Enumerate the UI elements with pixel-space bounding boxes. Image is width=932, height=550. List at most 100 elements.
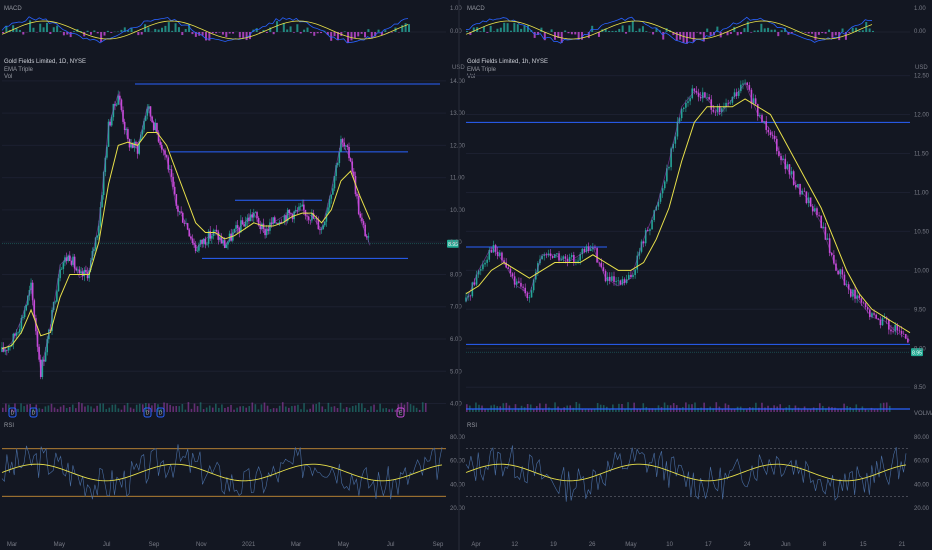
right-volume-bar [806, 409, 809, 412]
left-macd-bar [29, 20, 32, 32]
left-volume-bar [239, 406, 241, 412]
right-candle-body [613, 276, 615, 282]
right-candle-body [636, 255, 639, 270]
right-candle-body [737, 91, 740, 96]
right-candle-body [871, 313, 873, 318]
right-candle-body [615, 281, 617, 282]
right-macd-bar [628, 25, 631, 32]
right-y-tick-label: 9.00 [914, 346, 926, 352]
left-macd-bar [181, 32, 184, 36]
right-candle-body [630, 275, 632, 277]
right-macd-bar [581, 32, 584, 40]
right-candle-body [541, 255, 543, 260]
left-volume-bar [65, 408, 68, 412]
right-candle-body [484, 262, 486, 265]
left-volume-bar [318, 402, 321, 412]
left-macd-bar [262, 29, 265, 32]
right-candle-body [721, 108, 723, 113]
left-volume-bar [327, 402, 330, 412]
left-macd-bar [292, 32, 295, 33]
right-volume-bar [609, 409, 611, 412]
left-macd-bar [154, 28, 157, 32]
left-volume-bar [361, 403, 363, 412]
left-macd-bar [326, 32, 329, 35]
left-level-lines[interactable]: 8.95 [2, 83, 459, 259]
left-candle-body [312, 213, 315, 219]
left-volume-bar [415, 407, 418, 412]
left-candle-body [22, 317, 24, 319]
right-vol-ma-label: MA [926, 411, 932, 417]
right-volume-bar [478, 404, 480, 412]
right-volume-bar [505, 402, 508, 412]
left-volume-marker [8, 407, 17, 418]
right-volume-bar [548, 407, 550, 412]
left-candle-body [256, 212, 258, 219]
right-ema-line [465, 98, 911, 334]
left-candle-body [257, 218, 260, 226]
left-x-tick-label: Jul [387, 542, 395, 548]
left-volume-bar [38, 408, 41, 412]
right-candle-body [522, 286, 524, 288]
left-x-tick-label: May [338, 542, 349, 548]
right-candle-body [488, 250, 491, 260]
left-candle-body [183, 222, 186, 224]
left-candle-body [196, 250, 199, 252]
left-volume-bar [364, 408, 366, 412]
right-macd-label: MACD [467, 6, 485, 12]
left-volume-bar [309, 408, 311, 412]
right-candle-body [843, 274, 846, 286]
left-time-axis[interactable]: Mar May Jul Sep Nov 2021 Mar May Jul Sep [7, 542, 444, 548]
left-price-axis[interactable]: 14.00 13.00 12.00 11.00 10.00 9.00 8.00 7.00 6.0… [450, 79, 466, 408]
left-volume-marker-label: D [32, 411, 36, 417]
right-x-tick-label: 26 [589, 542, 596, 548]
right-candle-body [473, 282, 476, 285]
right-candle-body [515, 281, 518, 285]
right-level-lines[interactable]: 8.95 [466, 121, 923, 356]
right-macd-bar [493, 31, 496, 32]
right-volume-bar [624, 409, 626, 412]
right-macd-bar [486, 32, 489, 33]
left-macd-bar [194, 32, 197, 37]
right-candle-body [894, 324, 896, 332]
right-volume-bar [858, 408, 861, 412]
left-chart-pane[interactable]: MACD Gold Fields Limited, 1D, NYSE EMA T… [1, 6, 466, 548]
left-macd-bar [232, 32, 235, 34]
right-chart-pane[interactable]: MACD Gold Fields Limited, 1h, NYSE EMA T… [465, 6, 932, 548]
right-candle-body [685, 102, 687, 108]
left-volume-bar [59, 406, 62, 412]
left-candle-body [57, 278, 60, 292]
left-volume-bar [208, 405, 211, 412]
right-macd-bar [506, 23, 509, 32]
right-macd-bar [770, 29, 773, 32]
left-candle-body [30, 282, 32, 291]
left-candle-body [120, 99, 123, 111]
right-rsi-line [465, 445, 907, 502]
right-price-axis[interactable]: 12.5012.0011.5011.0010.5010.009.509.008.… [914, 74, 930, 392]
left-macd-bar [313, 32, 316, 36]
left-candle-body [169, 169, 171, 170]
right-time-axis[interactable]: Apr 12 19 26 May 10 17 24 Jun 8 15 21 [471, 542, 906, 548]
right-macd-bar [692, 32, 695, 43]
right-candle-body [733, 92, 736, 97]
left-macd-bar [353, 32, 356, 39]
left-volume-bar [151, 405, 153, 412]
right-volume-bar [554, 402, 556, 412]
right-volume-bar [642, 403, 645, 412]
right-candle-body [562, 256, 565, 260]
right-candle-body [875, 314, 877, 319]
left-candle-body [140, 134, 142, 141]
left-candle-body [141, 129, 144, 135]
right-volume-bar [551, 409, 553, 412]
left-macd-bar [39, 23, 42, 32]
left-macd-bar [309, 32, 312, 34]
right-chart-title: Gold Fields Limited, 1h, NYSE [467, 59, 548, 65]
left-macd-bar [144, 24, 147, 32]
right-candle-body [634, 269, 636, 276]
left-macd-bar [272, 32, 275, 35]
right-candle-body [518, 281, 520, 283]
left-macd-bar [205, 32, 207, 41]
right-volume-bar [873, 409, 876, 412]
right-volume-bar [493, 404, 495, 412]
left-rsi-tick-label: 80.00 [450, 435, 466, 441]
left-volume-bar [236, 407, 238, 412]
